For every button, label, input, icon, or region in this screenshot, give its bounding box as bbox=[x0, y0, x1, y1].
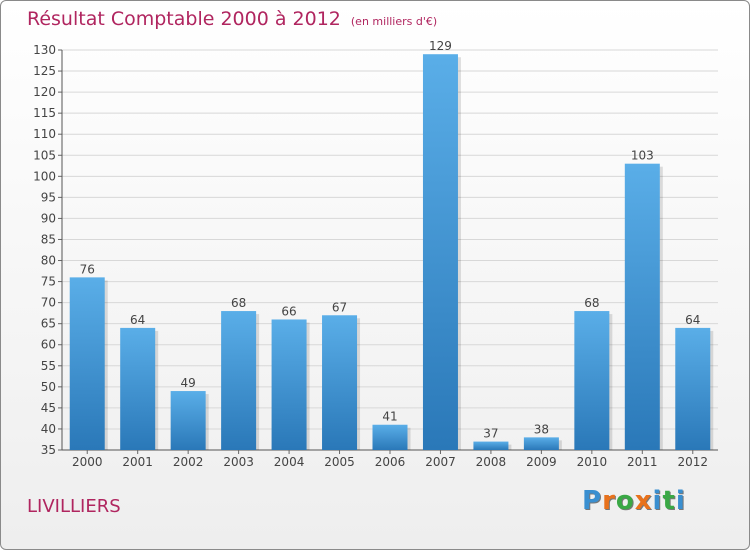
y-tick-label: 100 bbox=[33, 169, 56, 183]
y-tick-label: 50 bbox=[41, 380, 56, 394]
bar-2002 bbox=[170, 391, 206, 450]
x-tick-label-2011: 2011 bbox=[627, 455, 658, 469]
y-tick-label: 70 bbox=[41, 296, 56, 310]
grid-lines bbox=[62, 49, 718, 451]
value-label-2007: 129 bbox=[429, 39, 452, 53]
value-label-2009: 38 bbox=[534, 422, 549, 436]
bar-2012 bbox=[675, 327, 711, 450]
y-tick-label: 45 bbox=[41, 401, 56, 415]
y-tick-label: 90 bbox=[41, 211, 56, 225]
y-tick-label: 130 bbox=[33, 43, 56, 57]
commune-name: LIVILLIERS bbox=[27, 496, 121, 517]
logo-letter: o bbox=[615, 486, 635, 516]
bar-2001 bbox=[120, 327, 156, 450]
x-tick-label-2002: 2002 bbox=[173, 455, 204, 469]
value-label-2001: 64 bbox=[130, 313, 145, 327]
bar-2008 bbox=[473, 441, 509, 450]
value-label-2006: 41 bbox=[382, 410, 397, 424]
logo-letter: r bbox=[602, 486, 616, 516]
bar-2011 bbox=[624, 163, 660, 450]
x-axis-labels: 2000 2001 2002 2003 2004 2005 2006 2007 2008 2009… bbox=[72, 450, 708, 469]
y-tick-label: 40 bbox=[41, 422, 56, 436]
value-label-2005: 67 bbox=[332, 300, 347, 314]
bar-2004 bbox=[271, 319, 307, 450]
value-label-2012: 64 bbox=[685, 313, 700, 327]
y-tick-label: 55 bbox=[41, 359, 56, 373]
y-tick-label: 35 bbox=[41, 443, 56, 457]
logo-letter: P bbox=[582, 486, 603, 516]
x-tick-label-2012: 2012 bbox=[677, 455, 708, 469]
x-tick-label-2010: 2010 bbox=[577, 455, 608, 469]
y-tick-label: 80 bbox=[41, 254, 56, 268]
bar-2007 bbox=[422, 54, 458, 451]
x-tick-label-2006: 2006 bbox=[375, 455, 406, 469]
logo-letter: i bbox=[652, 486, 663, 516]
y-tick-label: 65 bbox=[41, 317, 56, 331]
x-tick-label-2007: 2007 bbox=[425, 455, 456, 469]
logo-letter: t bbox=[662, 486, 676, 516]
y-tick-label: 110 bbox=[33, 127, 56, 141]
chart-title-main: Résultat Comptable 2000 à 2012 bbox=[27, 8, 341, 30]
x-tick-label-2009: 2009 bbox=[526, 455, 557, 469]
y-tick-label: 60 bbox=[41, 338, 56, 352]
y-tick-label: 95 bbox=[41, 190, 56, 204]
proxiti-logo: Proxiti bbox=[582, 486, 686, 516]
value-label-2003: 68 bbox=[231, 296, 246, 310]
x-tick-label-2000: 2000 bbox=[72, 455, 103, 469]
value-label-2011: 103 bbox=[631, 149, 654, 163]
bar-2009 bbox=[523, 437, 559, 450]
x-tick-label-2008: 2008 bbox=[476, 455, 507, 469]
y-tick-label: 125 bbox=[33, 64, 56, 78]
value-label-2008: 37 bbox=[483, 427, 498, 441]
x-tick-label-2003: 2003 bbox=[223, 455, 254, 469]
value-label-2010: 68 bbox=[584, 296, 599, 310]
y-tick-label: 115 bbox=[33, 106, 56, 120]
bar-2005 bbox=[322, 315, 358, 450]
bar-2010 bbox=[574, 311, 610, 450]
value-label-2002: 49 bbox=[181, 376, 196, 390]
x-tick-label-2001: 2001 bbox=[122, 455, 153, 469]
y-tick-label: 120 bbox=[33, 85, 56, 99]
bar-2000 bbox=[69, 277, 105, 450]
bar-2003 bbox=[221, 311, 257, 450]
value-label-2000: 76 bbox=[80, 262, 95, 276]
bar-2006 bbox=[372, 424, 408, 450]
chart-title-unit: (en milliers d'€) bbox=[350, 15, 438, 28]
value-label-2004: 66 bbox=[281, 304, 296, 318]
logo-letter: x bbox=[634, 486, 653, 516]
y-tick-label: 85 bbox=[41, 232, 56, 246]
bars: 76 64 49 68 66 67 41 129 37 38 68 103 64 bbox=[69, 39, 714, 451]
y-tick-label: 75 bbox=[41, 275, 56, 289]
x-tick-label-2005: 2005 bbox=[324, 455, 355, 469]
logo-letter: i bbox=[675, 486, 686, 516]
chart-title: Résultat Comptable 2000 à 2012 (en millie… bbox=[27, 8, 437, 30]
x-tick-label-2004: 2004 bbox=[274, 455, 305, 469]
y-tick-label: 105 bbox=[33, 148, 56, 162]
